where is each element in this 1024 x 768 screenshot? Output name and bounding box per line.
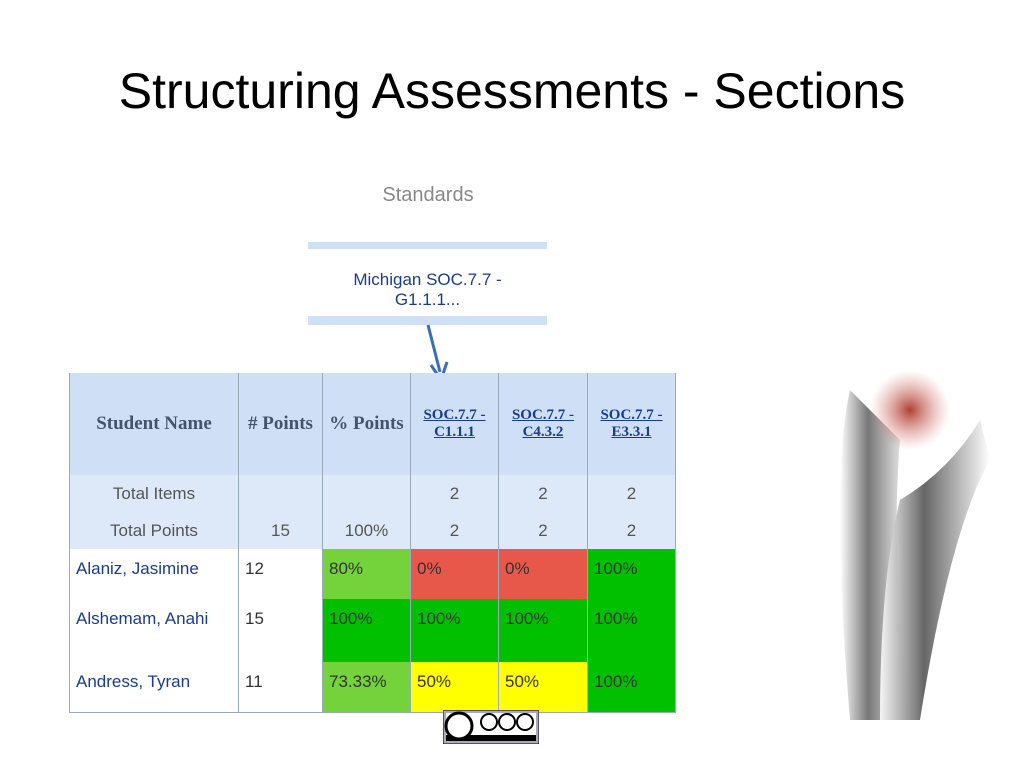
cell: Total Points <box>69 512 239 549</box>
cell <box>238 475 323 512</box>
cell: 73.33% <box>322 662 411 713</box>
total-row: Total Points 15 100% 2 2 2 <box>69 512 676 549</box>
header-row: Student Name # Points % Points SOC.7.7 -… <box>69 373 676 475</box>
total-row: Total Items 2 2 2 <box>69 475 676 512</box>
standard-link[interactable]: SOC.7.7 - E3.3.1 <box>587 373 676 475</box>
cell <box>322 475 411 512</box>
cell: 15 <box>238 599 323 662</box>
cell: 11 <box>238 662 323 713</box>
header-cell: # Points <box>238 373 323 475</box>
cell: 100% <box>587 662 676 713</box>
student-row: Andress, Tyran 11 73.33% 50% 50% 100% <box>69 662 676 713</box>
slide-title: Structuring Assessments - Sections <box>118 63 906 119</box>
cell: 2 <box>498 512 588 549</box>
cell: 12 <box>238 549 323 599</box>
cell: 100% <box>322 599 411 662</box>
student-row: Alshemam, Anahi 15 100% 100% 100% 100% <box>69 599 676 662</box>
student-name: Andress, Tyran <box>69 662 239 713</box>
header-cell: % Points <box>322 373 411 475</box>
cell: 100% <box>587 549 676 599</box>
cell: 0% <box>410 549 499 599</box>
cell: 100% <box>498 599 588 662</box>
cell: 2 <box>587 512 676 549</box>
cell: 2 <box>410 475 499 512</box>
cell: 50% <box>410 662 499 713</box>
cell: 80% <box>322 549 411 599</box>
logo <box>840 370 990 720</box>
cell: 15 <box>238 512 323 549</box>
cell: 2 <box>498 475 588 512</box>
student-name: Alshemam, Anahi <box>69 599 239 662</box>
standards-box: Michigan SOC.7.7 - G1.1.1... <box>308 242 547 325</box>
student-row: Alaniz, Jasimine 12 80% 0% 0% 100% <box>69 549 676 599</box>
student-name: Alaniz, Jasimine <box>69 549 239 599</box>
cell: 2 <box>587 475 676 512</box>
cell: 2 <box>410 512 499 549</box>
header-cell: Student Name <box>69 373 239 475</box>
cell: 50% <box>498 662 588 713</box>
standard-link[interactable]: SOC.7.7 - C4.3.2 <box>498 373 588 475</box>
grade-table: Student Name # Points % Points SOC.7.7 -… <box>69 373 676 713</box>
cell: 100% <box>410 599 499 662</box>
standards-label: Standards <box>382 184 474 206</box>
cell: 100% <box>322 512 411 549</box>
license-badge <box>443 710 539 744</box>
cell: 100% <box>587 599 676 662</box>
standard-link[interactable]: SOC.7.7 - C1.1.1 <box>410 373 499 475</box>
cell: Total Items <box>69 475 239 512</box>
cell: 0% <box>498 549 588 599</box>
